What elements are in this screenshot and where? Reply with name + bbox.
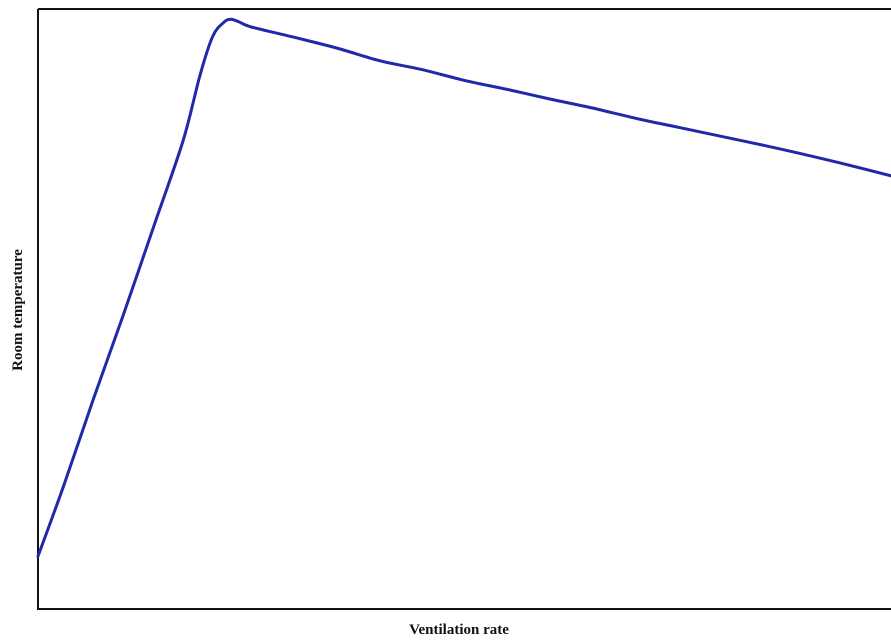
plot-frame [37, 8, 891, 610]
y-axis-label: Room temperature [10, 249, 26, 371]
x-axis-label: Ventilation rate [409, 622, 509, 638]
series-line-0 [36, 17, 891, 558]
series-layer [36, 17, 891, 558]
